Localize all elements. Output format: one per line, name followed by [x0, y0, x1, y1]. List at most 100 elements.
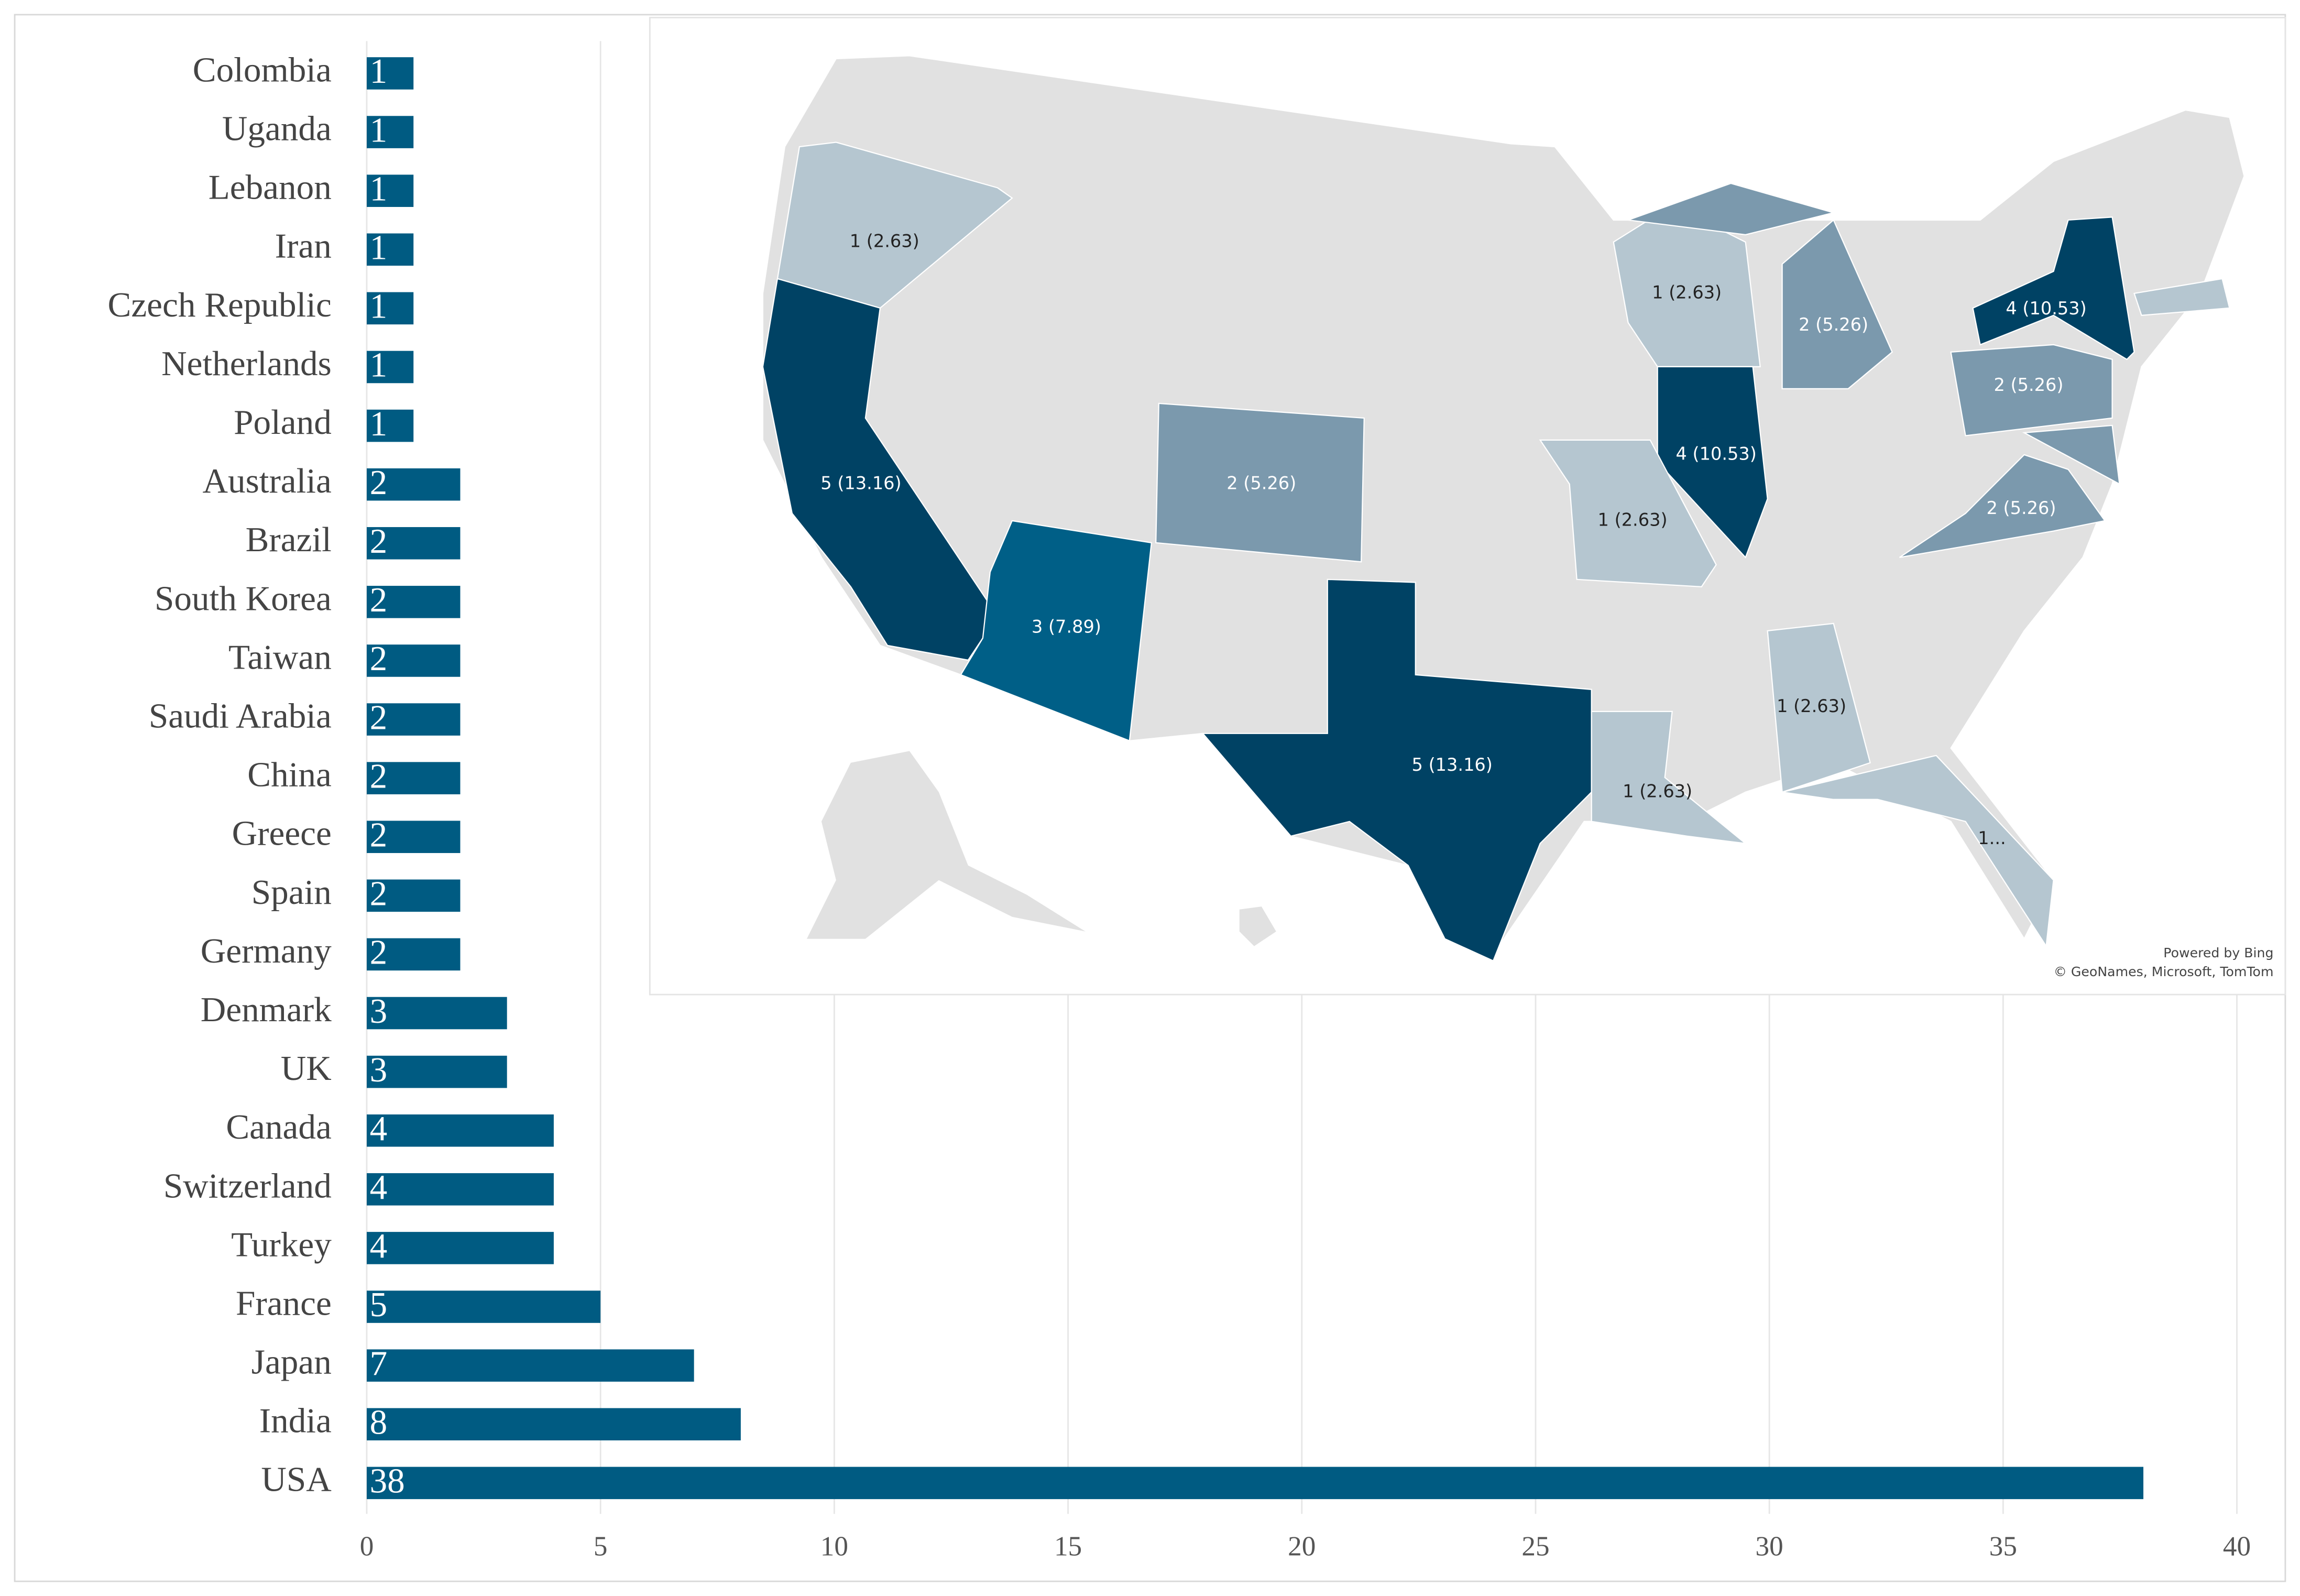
value-label: 1 [370, 227, 388, 267]
value-label: 2 [370, 874, 388, 913]
value-label: 2 [370, 463, 388, 502]
value-label: 4 [370, 1109, 388, 1148]
bar [366, 586, 461, 618]
value-label: 2 [370, 815, 388, 854]
bar [366, 762, 461, 794]
value-label: 1 [370, 287, 388, 326]
state [2022, 424, 2120, 485]
value-label: 2 [370, 521, 388, 561]
value-label: 1 [370, 404, 388, 443]
bar [366, 527, 461, 560]
y-tick-label: Czech Republic [108, 285, 332, 324]
state [776, 141, 1013, 309]
value-label: 2 [370, 580, 388, 619]
y-tick-label: Denmark [201, 990, 332, 1029]
x-tick-label: 25 [1521, 1531, 1549, 1562]
bar [366, 938, 461, 971]
bar [366, 1114, 554, 1147]
state [1155, 402, 1365, 563]
y-tick-label: Greece [232, 814, 332, 853]
y-tick-label: Colombia [193, 50, 332, 89]
value-label: 5 [370, 1285, 388, 1324]
state-label: 5 (13.16) [820, 473, 901, 493]
x-tick-label: 20 [1288, 1531, 1316, 1562]
y-tick-label: Saudi Arabia [149, 696, 332, 735]
state-label: 5 (13.16) [1412, 755, 1493, 775]
bar [366, 468, 461, 501]
bar [366, 1173, 554, 1206]
y-tick-label: South Korea [155, 578, 332, 618]
state [1628, 182, 1836, 236]
state [2133, 278, 2230, 316]
y-tick-label: Iran [275, 226, 332, 266]
state-label: 1... [1978, 828, 2006, 848]
state-label: 2 (5.26) [1986, 498, 2056, 518]
value-label: 3 [370, 1050, 388, 1089]
x-tick-label: 5 [594, 1531, 608, 1562]
attribution: © GeoNames, Microsoft, TomTom [2054, 964, 2274, 979]
y-tick-label: Netherlands [161, 344, 332, 383]
state [1591, 710, 1748, 845]
state-label: 1 (2.63) [1652, 282, 1722, 302]
state-label: 2 (5.26) [1994, 375, 2063, 395]
state [762, 278, 999, 661]
state-label: 3 (7.89) [1032, 617, 1101, 637]
state-label: 1 (2.63) [1777, 696, 1846, 716]
value-label: 38 [370, 1461, 405, 1501]
bar [366, 703, 461, 736]
map: 1 (2.63) 5 (13.16) 3 (7.89) 2 (5.26) 5 (13.1… [649, 17, 2286, 996]
x-tick-label: 10 [820, 1531, 848, 1562]
attribution: Powered by Bing [2163, 945, 2273, 960]
bar [366, 409, 414, 442]
state-label: 2 (5.26) [1226, 473, 1296, 493]
y-tick-label: UK [281, 1048, 332, 1088]
state [1201, 578, 1592, 962]
bar [366, 1349, 694, 1382]
value-label: 1 [370, 345, 388, 385]
state-label: 1 (2.63) [1598, 509, 1668, 530]
state [1767, 622, 1871, 793]
state [1657, 366, 1768, 559]
x-tick-label: 40 [2223, 1531, 2251, 1562]
bar [366, 233, 414, 266]
y-tick-label: USA [261, 1460, 332, 1499]
x-tick-label: 15 [1054, 1531, 1082, 1562]
state [1539, 439, 1717, 588]
bar [366, 1055, 507, 1088]
y-tick-label: Turkey [231, 1225, 332, 1264]
bar [366, 644, 461, 677]
value-label: 2 [370, 756, 388, 795]
value-label: 4 [370, 1226, 388, 1265]
bar [366, 821, 461, 854]
state [1899, 454, 2106, 558]
value-label: 3 [370, 991, 388, 1031]
bar [366, 174, 414, 207]
y-tick-label: Taiwan [228, 637, 332, 676]
y-tick-label: Brazil [246, 520, 332, 559]
y-tick-label: Spain [251, 872, 332, 912]
y-tick-label: Japan [251, 1342, 332, 1382]
x-tick-label: 35 [1989, 1531, 2017, 1562]
state [1782, 755, 2054, 948]
state-label: 4 (10.53) [2006, 298, 2086, 319]
value-label: 1 [370, 110, 388, 149]
y-tick-label: Australia [203, 461, 332, 500]
x-tick-label: 0 [360, 1531, 374, 1562]
value-label: 7 [370, 1343, 388, 1383]
value-label: 2 [370, 697, 388, 737]
state [1950, 344, 2113, 436]
value-label: 8 [370, 1402, 388, 1441]
x-tick-label: 30 [1756, 1531, 1783, 1562]
y-tick-label: Switzerland [163, 1166, 332, 1205]
y-tick-label: China [247, 755, 332, 794]
y-tick-label: Uganda [222, 109, 332, 148]
state-label: 4 (10.53) [1675, 443, 1756, 464]
value-label: 2 [370, 639, 388, 678]
y-tick-label: Poland [234, 402, 332, 442]
bar [366, 292, 414, 325]
bar [366, 1467, 2144, 1500]
value-label: 2 [370, 933, 388, 972]
bar [366, 1232, 554, 1264]
